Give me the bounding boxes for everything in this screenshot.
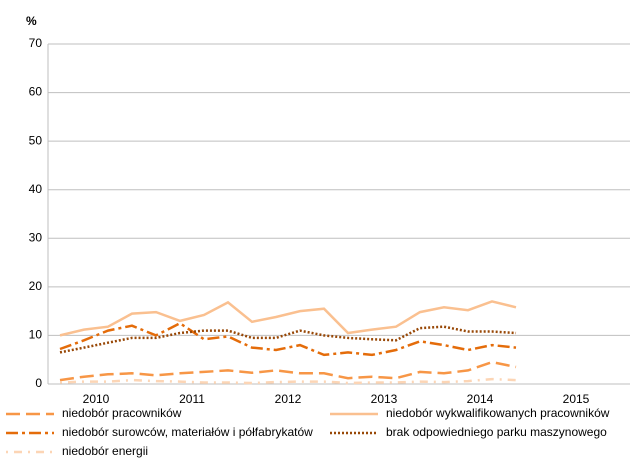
series-line [59, 360, 517, 382]
x-tick-label: 2010 [83, 392, 110, 406]
x-tick-label: 2011 [179, 392, 205, 406]
y-unit: % [26, 14, 37, 28]
legend-label: niedobór surowców, materiałów i półfabry… [62, 425, 313, 439]
x-tick-label: 2015 [563, 392, 590, 406]
series-line [59, 377, 517, 385]
y-tick-label: 70 [29, 36, 43, 50]
y-tick-label: 60 [29, 85, 43, 99]
y-tick-label: 30 [29, 230, 43, 244]
y-tick-label: 50 [29, 133, 43, 147]
legend-label: brak odpowiedniego parku maszynowego [386, 425, 607, 439]
legend-label: niedobór wykwalifikowanych pracowników [386, 406, 610, 420]
legend-label: niedobór pracowników [62, 406, 182, 420]
y-tick-label: 40 [29, 182, 43, 196]
legend-label: niedobór energii [62, 444, 148, 458]
x-tick-label: 2012 [275, 392, 302, 406]
y-tick-label: 10 [29, 328, 43, 342]
series-line [59, 321, 517, 357]
x-tick-label: 2013 [371, 392, 398, 406]
y-tick-label: 0 [35, 376, 42, 390]
x-tick-label: 2014 [467, 392, 494, 406]
series-line [59, 325, 517, 354]
series-line [59, 300, 517, 337]
y-tick-label: 20 [29, 279, 43, 293]
